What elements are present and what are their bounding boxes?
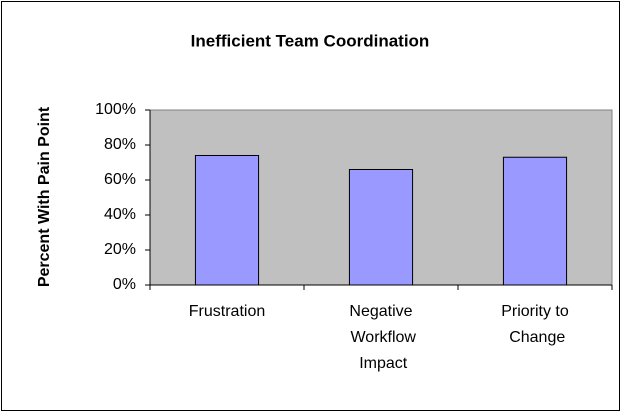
bar <box>502 156 568 286</box>
y-tick-label: 40% <box>104 206 136 223</box>
y-tick-label: 0% <box>113 276 136 293</box>
x-tick-label: Negative Workflow Impact <box>346 303 416 372</box>
x-tick-label: Frustration <box>189 303 265 320</box>
y-tick-label: 20% <box>104 241 136 258</box>
y-axis-label: Percent With Pain Point <box>36 106 53 287</box>
bar <box>194 155 260 286</box>
y-tick-label: 80% <box>104 136 136 153</box>
chart-title: Inefficient Team Coordination <box>191 31 430 50</box>
x-tick-label: Priority to Change <box>501 303 569 346</box>
y-tick-label: 60% <box>104 171 136 188</box>
y-tick-label: 100% <box>95 101 136 118</box>
bar <box>348 169 414 286</box>
